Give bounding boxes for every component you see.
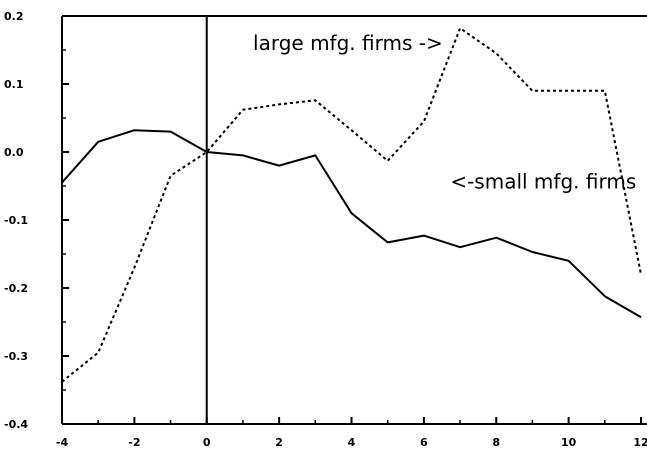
annotations: large mfg. firms -> <-small mfg. firms (253, 31, 636, 194)
y-axis-ticks: 0.2 0.1 0.0 -0.1 -0.2 -0.3 -0.4 (4, 10, 69, 431)
x-tick-label: 6 (420, 436, 428, 449)
plot-frame (61, 15, 647, 425)
y-tick-label: -0.1 (4, 214, 28, 227)
y-tick-label: -0.4 (4, 418, 28, 431)
large-firms-annotation: large mfg. firms -> (253, 31, 443, 55)
y-tick-label: 0.2 (4, 10, 24, 23)
y-tick-label: -0.3 (4, 350, 28, 363)
y-tick-label: 0.0 (4, 146, 24, 159)
y-tick-label: -0.2 (4, 282, 28, 295)
x-tick-label: 0 (203, 436, 211, 449)
small-firms-series-line (61, 129, 642, 319)
y-tick-label: 0.1 (4, 78, 24, 91)
series-lines (61, 27, 642, 383)
x-tick-label: 2 (275, 436, 283, 449)
x-tick-label: -2 (128, 436, 140, 449)
x-axis-ticks: -4 -2 0 2 4 6 8 10 12 (56, 417, 647, 449)
x-tick-label: -4 (56, 436, 69, 449)
x-tick-label: 12 (633, 436, 647, 449)
x-tick-label: 8 (492, 436, 500, 449)
large-firms-series-line (61, 27, 642, 383)
x-tick-label: 4 (348, 436, 356, 449)
small-firms-annotation: <-small mfg. firms (450, 170, 636, 194)
x-tick-label: 10 (561, 436, 577, 449)
